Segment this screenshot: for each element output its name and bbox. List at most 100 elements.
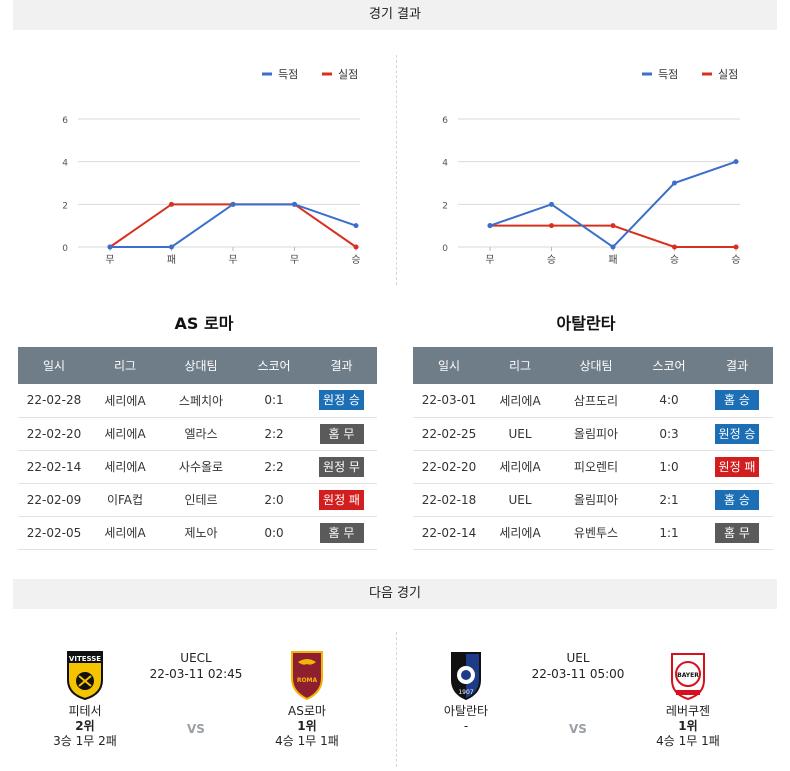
score-cell: 4:0 xyxy=(637,384,701,418)
result-badge: 원정 패 xyxy=(319,489,364,510)
result-cell: 원정 패 xyxy=(306,483,377,517)
leverkusen-logo: BAYER xyxy=(668,650,708,701)
x-tick-label: 무 xyxy=(228,255,237,266)
next-match-1-home[interactable]: VITESSE 피테서 2위 3승 1무 2패 xyxy=(35,650,135,749)
next-match-2-info: UEL 22-03-11 05:00 xyxy=(523,650,633,682)
x-tick-label: 패 xyxy=(167,254,176,266)
vitesse-logo: VITESSE xyxy=(65,650,105,701)
next-match-1-away[interactable]: ROMA AS로마 1위 4승 1무 1패 xyxy=(257,650,357,749)
league-cell: 세리에A xyxy=(90,516,160,550)
date-cell: 22-02-14 xyxy=(413,516,485,550)
roma-results-table: 일시 리그 상대팀 스코어 결과 22-02-28 세리에A 스페치아 0:1 원정 승… xyxy=(18,347,377,550)
leverkusen-logo-text: BAYER xyxy=(677,672,699,679)
team-rank: 1위 xyxy=(297,719,317,733)
next-section-title: 다음 경기 xyxy=(369,586,421,601)
x-tick-label: 승 xyxy=(731,254,740,266)
x-tick-label: 승 xyxy=(351,254,360,266)
next-match-2-home[interactable]: 1907 아탈란타 - xyxy=(416,650,516,734)
col-result: 결과 xyxy=(306,347,377,384)
data-point xyxy=(733,159,739,165)
score-cell: 2:2 xyxy=(242,450,306,484)
table-row: 22-03-01 세리에A 삼프도리 4:0 홈 승 xyxy=(413,384,773,418)
score-cell: 1:1 xyxy=(637,516,701,550)
team-name: 레버쿠젠 xyxy=(665,704,711,718)
table-row: 22-02-28 세리에A 스페치아 0:1 원정 승 xyxy=(18,384,377,418)
opponent-cell: 올림피아 xyxy=(555,417,637,451)
roma-title: AS 로마 xyxy=(174,314,234,333)
opponent-cell: 스페치아 xyxy=(160,384,242,418)
score-cell: 0:0 xyxy=(242,516,306,550)
data-point xyxy=(610,244,616,250)
opponent-cell: 유벤투스 xyxy=(555,516,637,550)
y-tick-label: 6 xyxy=(62,116,68,126)
opponent-cell: 엘라스 xyxy=(160,417,242,451)
date-cell: 22-02-05 xyxy=(18,516,90,550)
match-league: UECL xyxy=(180,651,212,665)
chart-divider xyxy=(396,55,397,285)
next-match-2-away[interactable]: BAYER 레버쿠젠 1위 4승 1무 1패 xyxy=(638,650,738,749)
result-badge: 홈 무 xyxy=(319,423,364,444)
result-badge: 홈 무 xyxy=(715,522,759,543)
vitesse-logo-text: VITESSE xyxy=(69,655,101,663)
table-row: 22-02-20 세리에A 엘라스 2:2 홈 무 xyxy=(18,417,377,451)
table-row: 22-02-18 UEL 올림피아 2:1 홈 승 xyxy=(413,483,773,517)
date-cell: 22-02-20 xyxy=(413,450,485,484)
roma-logo: ROMA xyxy=(287,650,327,701)
next-match-1-info: UECL 22-03-11 02:45 xyxy=(141,650,251,682)
opponent-cell: 삼프도리 xyxy=(555,384,637,418)
league-cell: UEL xyxy=(485,417,555,451)
legend-label: 득점 xyxy=(658,68,678,81)
vs-label: VS xyxy=(569,722,587,736)
league-cell: 이FA컵 xyxy=(90,483,160,517)
series-line-conceded xyxy=(490,224,736,248)
score-cell: 0:3 xyxy=(637,417,701,451)
col-league: 리그 xyxy=(485,347,555,384)
y-tick-label: 0 xyxy=(442,244,448,254)
data-point xyxy=(549,223,554,229)
data-point xyxy=(169,201,174,207)
results-section-title: 경기 결과 xyxy=(369,7,421,22)
opponent-cell: 사수올로 xyxy=(160,450,242,484)
atalanta-logo-text: 1907 xyxy=(458,689,473,696)
score-cell: 2:0 xyxy=(242,483,306,517)
table-row: 22-02-20 세리에A 피오렌티 1:0 원정 패 xyxy=(413,450,773,484)
team-name: 아탈란타 xyxy=(443,704,489,718)
result-cell: 홈 무 xyxy=(306,417,377,451)
roma-logo-text: ROMA xyxy=(297,677,318,684)
col-score: 스코어 xyxy=(242,347,306,384)
y-tick-label: 0 xyxy=(62,244,68,254)
table-row: 22-02-25 UEL 올림피아 0:3 원정 승 xyxy=(413,417,773,451)
date-cell: 22-02-18 xyxy=(413,483,485,517)
y-tick-label: 2 xyxy=(62,201,68,211)
result-cell: 원정 승 xyxy=(306,384,377,418)
result-badge: 홈 승 xyxy=(715,489,759,510)
opponent-cell: 인테르 xyxy=(160,483,242,517)
date-cell: 22-02-25 xyxy=(413,417,485,451)
series-line-conceded xyxy=(109,203,357,248)
col-date: 일시 xyxy=(413,347,485,384)
legend-label: 득점 xyxy=(278,68,298,81)
next-divider xyxy=(396,632,397,767)
table-header-row: 일시 리그 상대팀 스코어 결과 xyxy=(18,347,377,384)
team-rank: 2위 xyxy=(75,719,95,733)
atalanta-title: 아탈란타 xyxy=(556,314,616,333)
table-row: 22-02-14 세리에A 유벤투스 1:1 홈 무 xyxy=(413,516,773,550)
team-rank: 1위 xyxy=(678,719,698,733)
opponent-cell: 피오렌티 xyxy=(555,450,637,484)
y-tick-label: 2 xyxy=(442,201,448,211)
score-cell: 1:0 xyxy=(637,450,701,484)
series-line-scored xyxy=(110,203,357,248)
score-cell: 0:1 xyxy=(242,384,306,418)
atalanta-chart: 득점 실점 0 2 4 6 무 승 패 승 승 xyxy=(410,55,760,285)
league-cell: 세리에A xyxy=(90,384,160,418)
result-cell: 홈 승 xyxy=(701,384,773,418)
x-tick-label: 승 xyxy=(670,254,679,266)
data-point xyxy=(549,201,554,207)
score-cell: 2:2 xyxy=(242,417,306,451)
y-tick-label: 4 xyxy=(442,159,448,169)
x-tick-label: 패 xyxy=(608,254,617,266)
roma-chart: 득점 실점 0 2 4 6 무 패 무 무 승 xyxy=(30,55,380,285)
date-cell: 22-02-09 xyxy=(18,483,90,517)
legend-label: 실점 xyxy=(338,68,358,81)
opponent-cell: 제노아 xyxy=(160,516,242,550)
